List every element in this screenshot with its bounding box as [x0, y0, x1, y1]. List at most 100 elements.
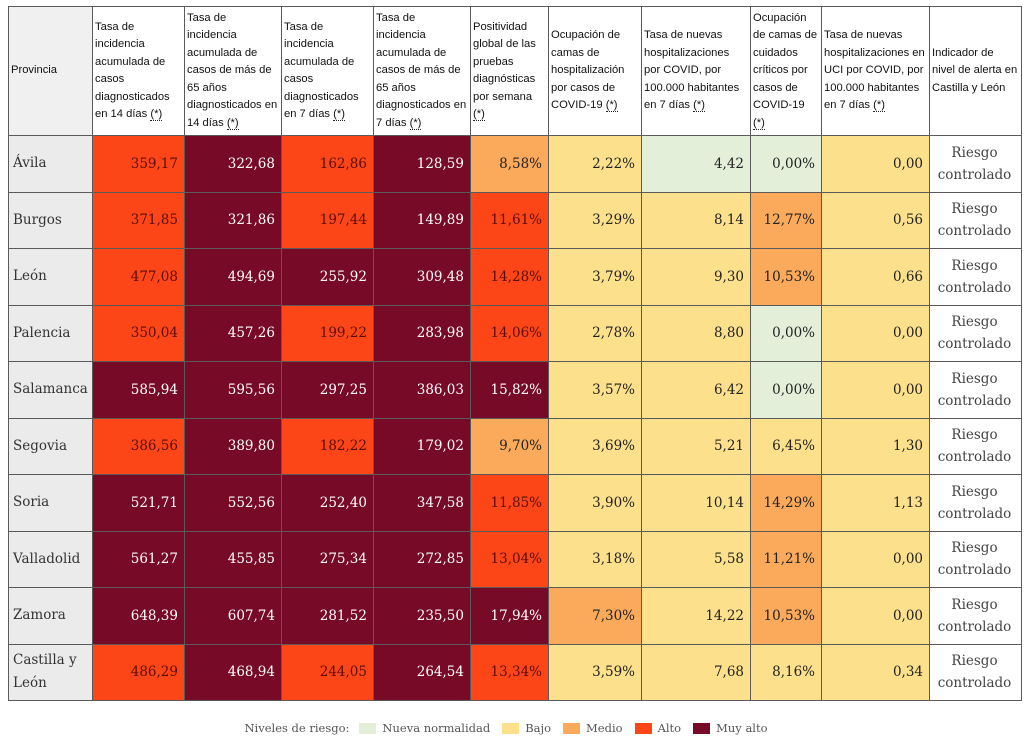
column-header-label: Ocupación de camas de hospitalización po…: [551, 29, 625, 112]
indicator-cell: 15,82%: [470, 361, 549, 419]
alert-level-cell: Riesgo controlado: [929, 304, 1022, 362]
legend-items: Nueva normalidad Bajo Medio Alto Muy alto: [359, 721, 779, 735]
info-footnote-link[interactable]: (*): [333, 108, 345, 121]
indicator-cell: 14,29%: [750, 474, 822, 532]
info-footnote-link[interactable]: (*): [753, 116, 765, 130]
indicator-cell: 8,58%: [470, 135, 549, 193]
indicator-cell: 6,42: [641, 361, 751, 419]
indicator-cell: 10,53%: [750, 248, 822, 306]
indicator-cell: 11,85%: [470, 474, 549, 532]
info-footnote-link[interactable]: (*): [409, 116, 422, 130]
indicator-cell: 272,85: [373, 530, 471, 588]
indicator-cell: 162,86: [281, 135, 374, 193]
alert-level-cell: Riesgo controlado: [929, 643, 1022, 701]
indicator-cell: 455,85: [184, 530, 282, 588]
indicator-cell: 347,58: [373, 474, 471, 532]
legend-swatch: [502, 722, 520, 734]
info-footnote-link[interactable]: (*): [873, 99, 885, 113]
column-header-9: Tasa de nuevas hospitalizaciones en UCI …: [821, 6, 930, 136]
column-header-3: Tasa de incidencia acumulada de casos di…: [281, 6, 374, 136]
indicator-cell: 5,21: [641, 417, 751, 475]
indicator-cell: 9,70%: [470, 417, 549, 475]
province-name: Burgos: [8, 191, 93, 249]
legend-item: Bajo: [502, 721, 551, 735]
indicator-cell: 13,04%: [470, 530, 549, 588]
indicator-cell: 252,40: [281, 474, 374, 532]
indicator-cell: 0,00%: [750, 135, 822, 193]
indicator-cell: 4,42: [641, 135, 751, 193]
indicator-cell: 648,39: [92, 587, 185, 645]
table-row: Palencia 350,04 457,26 199,22 283,98 14,06% 2,…: [8, 304, 1022, 362]
alert-level-cell: Riesgo controlado: [929, 474, 1022, 532]
province-name: Palencia: [8, 304, 93, 362]
legend-label: Medio: [586, 721, 623, 735]
table-row: Salamanca 585,94 595,56 297,25 386,03 15,82% 3…: [8, 361, 1022, 419]
indicator-cell: 17,94%: [470, 587, 549, 645]
indicator-cell: 11,61%: [470, 191, 549, 249]
province-name: León: [8, 248, 93, 306]
indicator-cell: 321,86: [184, 191, 282, 249]
indicator-cell: 14,06%: [470, 304, 549, 362]
alert-level-cell: Riesgo controlado: [929, 191, 1022, 249]
indicator-cell: 585,94: [92, 361, 185, 419]
info-footnote-link[interactable]: (*): [473, 108, 485, 121]
indicator-cell: 521,71: [92, 474, 185, 532]
indicator-cell: 5,58: [641, 530, 751, 588]
table-row: Burgos 371,85 321,86 197,44 149,89 11,61% 3,29…: [8, 191, 1022, 249]
column-header-6: Ocupación de camas de hospitalización po…: [548, 6, 642, 136]
alert-level-cell: Riesgo controlado: [929, 530, 1022, 588]
indicator-cell: 199,22: [281, 304, 374, 362]
legend-swatch: [634, 722, 652, 734]
column-header-label: Provincia: [11, 64, 58, 77]
indicator-cell: 3,18%: [548, 530, 642, 588]
table-header-row: Provincia Tasa de incidencia acumulada de…: [8, 6, 1022, 136]
indicator-cell: 607,74: [184, 587, 282, 645]
indicator-cell: 486,29: [92, 643, 185, 701]
indicator-cell: 494,69: [184, 248, 282, 306]
indicator-cell: 0,00: [821, 361, 930, 419]
indicator-cell: 322,68: [184, 135, 282, 193]
indicator-cell: 275,34: [281, 530, 374, 588]
indicator-cell: 197,44: [281, 191, 374, 249]
info-footnote-link[interactable]: (*): [605, 99, 618, 113]
indicator-cell: 14,22: [641, 587, 751, 645]
indicator-cell: 14,28%: [470, 248, 549, 306]
indicator-cell: 8,16%: [750, 643, 822, 701]
indicator-cell: 477,08: [92, 248, 185, 306]
info-footnote-link[interactable]: (*): [226, 116, 239, 130]
indicator-cell: 2,22%: [548, 135, 642, 193]
indicator-cell: 0,00%: [750, 361, 822, 419]
indicator-cell: 255,92: [281, 248, 374, 306]
legend-label: Bajo: [525, 721, 552, 735]
indicator-cell: 0,00%: [750, 304, 822, 362]
alert-level-cell: Riesgo controlado: [929, 361, 1022, 419]
legend-swatch: [359, 722, 377, 734]
indicator-cell: 3,59%: [548, 643, 642, 701]
indicator-cell: 1,30: [821, 417, 930, 475]
table-row: Valladolid 561,27 455,85 275,34 272,85 13,04%…: [8, 530, 1022, 588]
column-header-1: Tasa de incidencia acumulada de casos di…: [92, 6, 185, 136]
column-header-label: Indicador de nivel de alerta en Castilla…: [932, 46, 1018, 94]
legend-swatch: [693, 722, 711, 734]
legend-label: Nueva normalidad: [382, 721, 491, 735]
info-footnote-link[interactable]: (*): [150, 108, 163, 121]
province-name: Soria: [8, 474, 93, 532]
alert-level-cell: Riesgo controlado: [929, 417, 1022, 475]
column-header-label: Ocupación de camas de cuidados críticos …: [753, 11, 818, 112]
indicator-cell: 10,14: [641, 474, 751, 532]
indicator-cell: 0,00: [821, 304, 930, 362]
indicator-cell: 552,56: [184, 474, 282, 532]
province-name: Ávila: [8, 135, 93, 193]
alert-level-cell: Riesgo controlado: [929, 248, 1022, 306]
info-footnote-link[interactable]: (*): [693, 99, 705, 113]
column-header-label: Tasa de incidencia acumulada de casos di…: [284, 20, 359, 121]
indicator-cell: 235,50: [373, 587, 471, 645]
indicator-cell: 13,34%: [470, 643, 549, 701]
table-row: Zamora 648,39 607,74 281,52 235,50 17,94% 7,30…: [8, 587, 1022, 645]
indicator-cell: 179,02: [373, 417, 471, 475]
column-header-0: Provincia: [8, 6, 93, 136]
indicator-cell: 0,66: [821, 248, 930, 306]
indicator-cell: 128,59: [373, 135, 471, 193]
indicator-cell: 297,25: [281, 361, 374, 419]
column-header-10: Indicador de nivel de alerta en Castilla…: [929, 6, 1022, 136]
